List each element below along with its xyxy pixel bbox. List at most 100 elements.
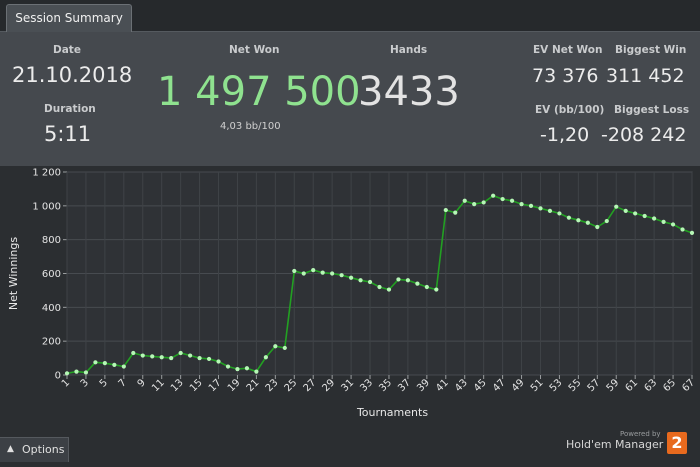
x-tick-label: 3: [79, 377, 91, 389]
caret-up-icon: ▲: [7, 444, 14, 454]
x-tick-label: 5: [98, 377, 110, 389]
hm2-logo-icon: 2: [667, 432, 687, 454]
data-point: [273, 344, 278, 349]
data-point: [396, 277, 401, 282]
data-point: [424, 284, 429, 290]
data-point: [169, 355, 174, 361]
data-point: [472, 202, 477, 207]
x-tick-label: 11: [150, 377, 167, 394]
x-axis-label: Tournaments: [356, 406, 428, 419]
data-point: [595, 224, 600, 230]
x-tick-label: 67: [680, 377, 697, 394]
data-point: [358, 278, 363, 283]
x-tick-label: 31: [339, 377, 356, 394]
x-tick-label: 35: [377, 377, 394, 394]
biggest-win-label: Biggest Win: [615, 44, 687, 56]
x-tick-label: 55: [567, 377, 584, 394]
data-point: [491, 193, 496, 198]
ev-bb-label: EV (bb/100): [535, 104, 605, 116]
data-point: [547, 208, 553, 214]
data-point: [481, 200, 486, 205]
data-point: [661, 219, 666, 225]
x-tick-label: 61: [624, 377, 641, 394]
options-button[interactable]: ▲ Options: [0, 437, 69, 462]
ev-net-won-value: 73 376: [532, 65, 599, 87]
data-point: [206, 356, 212, 362]
x-tick-label: 29: [320, 377, 337, 394]
ev-net-won-label: EV Net Won: [533, 44, 603, 56]
hands-label: Hands: [390, 44, 428, 56]
data-point: [225, 364, 231, 369]
x-tick-label: 39: [415, 377, 432, 394]
x-tick-label: 49: [510, 377, 527, 394]
biggest-loss-label: Biggest Loss: [614, 104, 690, 116]
data-point: [462, 198, 467, 203]
data-point: [604, 218, 609, 224]
data-point: [112, 362, 117, 367]
data-point: [500, 196, 505, 202]
y-tick-label: 1 200: [32, 168, 61, 179]
data-point: [652, 216, 657, 221]
options-label: Options: [22, 443, 65, 456]
x-tick-label: 57: [586, 377, 603, 394]
tab-session-summary[interactable]: Session Summary: [6, 4, 132, 32]
data-point: [292, 268, 297, 274]
data-point: [121, 364, 126, 369]
y-axis-label: Net Winnings: [7, 237, 20, 310]
data-point: [642, 213, 647, 219]
data-point: [386, 287, 392, 292]
x-tick-label: 37: [396, 377, 413, 394]
x-tick-label: 51: [529, 377, 546, 394]
data-point: [254, 369, 259, 374]
data-point: [633, 211, 638, 216]
x-tick-label: 47: [491, 377, 508, 394]
brand-name: Hold'em Manager: [566, 438, 664, 451]
x-tick-label: 1: [60, 377, 72, 389]
x-tick-label: 19: [226, 377, 243, 394]
data-point: [576, 218, 581, 223]
data-point: [216, 359, 221, 364]
y-tick-label: 400: [42, 303, 61, 314]
data-point: [178, 350, 183, 356]
x-tick-label: 45: [472, 377, 489, 394]
x-tick-label: 59: [605, 377, 622, 394]
data-point: [538, 206, 543, 211]
data-point: [443, 207, 448, 213]
session-summary-panel: Date 21.10.2018 Duration 5:11 Net Won 1 …: [0, 32, 700, 166]
x-tick-label: 41: [434, 377, 451, 394]
data-point: [566, 215, 571, 220]
data-point: [557, 211, 562, 216]
x-tick-label: 33: [358, 377, 375, 394]
x-tick-label: 23: [264, 377, 281, 394]
biggest-win-value: 311 452: [606, 65, 685, 87]
data-point: [509, 198, 515, 203]
data-point: [197, 355, 202, 361]
hands-value: 3433: [358, 69, 460, 115]
data-point: [377, 284, 382, 290]
data-point: [102, 361, 107, 366]
data-point: [83, 370, 89, 375]
data-point: [235, 366, 240, 372]
data-point: [519, 202, 524, 207]
net-won-label: Net Won: [229, 44, 280, 56]
data-point: [301, 271, 306, 276]
ev-bb-value: -1,20: [540, 124, 590, 146]
y-tick-label: 0: [55, 371, 61, 382]
data-point: [263, 355, 268, 360]
x-tick-label: 15: [188, 377, 205, 394]
x-tick-label: 7: [117, 377, 129, 389]
x-tick-label: 27: [302, 377, 319, 394]
net-won-value: 1 497 500: [157, 69, 361, 115]
y-tick-label: 200: [42, 337, 61, 348]
data-point: [405, 278, 411, 283]
data-point: [74, 369, 79, 374]
net-won-bb-value: 4,03 bb/100: [220, 121, 281, 132]
data-point: [311, 268, 316, 273]
data-point: [93, 360, 98, 365]
y-tick-label: 1 000: [32, 201, 61, 212]
date-value: 21.10.2018: [12, 63, 133, 87]
data-point: [670, 222, 676, 227]
y-tick-label: 800: [42, 235, 61, 246]
duration-label: Duration: [44, 103, 96, 115]
